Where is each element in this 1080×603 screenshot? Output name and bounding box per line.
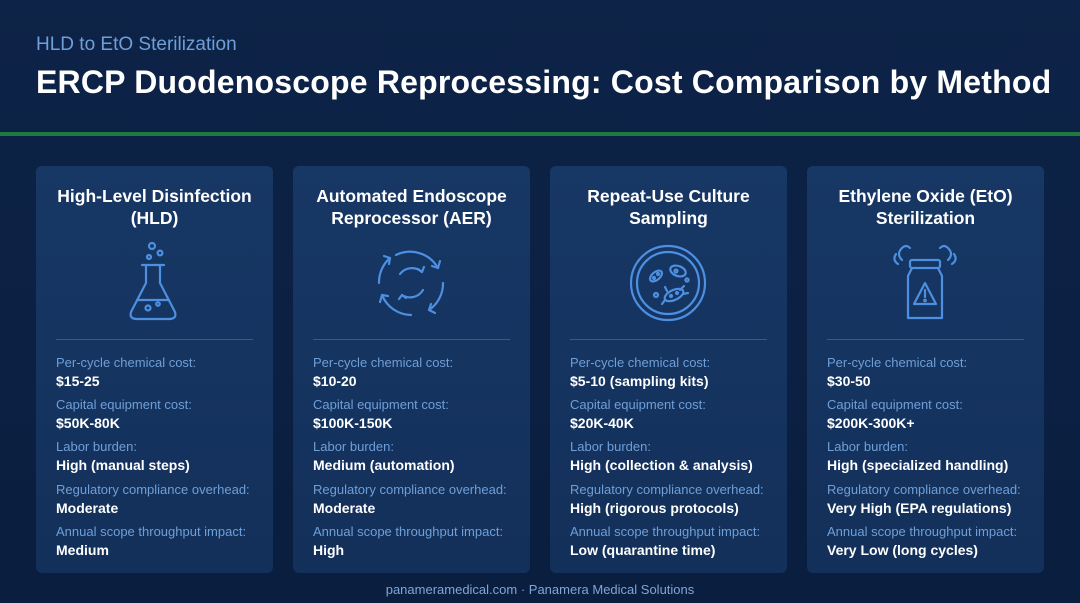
metric-label: Annual scope throughput impact: bbox=[313, 524, 504, 539]
card-separator bbox=[827, 339, 1024, 340]
recycle-cycle-icon bbox=[366, 238, 456, 328]
metric-throughput-impact: Annual scope throughput impact: Medium bbox=[56, 524, 265, 559]
metric-value: High (manual steps) bbox=[56, 457, 190, 473]
metric-value: Medium bbox=[56, 542, 109, 558]
card-separator bbox=[56, 339, 253, 340]
card-separator bbox=[570, 339, 767, 340]
metric-value: Medium (automation) bbox=[313, 457, 455, 473]
card-separator bbox=[313, 339, 510, 340]
footer-credit: panameramedical.com · Panamera Medical S… bbox=[385, 582, 695, 597]
card-title: Automated Endoscope Reprocessor (AER) bbox=[316, 186, 507, 228]
metric-value: High (rigorous protocols) bbox=[570, 500, 739, 516]
metric-label: Labor burden: bbox=[56, 439, 137, 454]
metric-labor-burden: Labor burden: High (collection & analysi… bbox=[570, 439, 779, 474]
metric-labor-burden: Labor burden: High (specialized handling… bbox=[827, 439, 1036, 474]
metric-label: Annual scope throughput impact: bbox=[56, 524, 247, 539]
metric-label: Regulatory compliance overhead: bbox=[570, 482, 764, 497]
metric-value: Very High (EPA regulations) bbox=[827, 500, 1012, 516]
card-eto: Ethylene Oxide (EtO) Sterilization Per-c… bbox=[807, 166, 1044, 573]
metric-value: $50K-80K bbox=[56, 415, 120, 431]
metric-value: Low (quarantine time) bbox=[570, 542, 716, 558]
metric-value: $20K-40K bbox=[570, 415, 634, 431]
metric-value: Moderate bbox=[56, 500, 119, 516]
card-title: Ethylene Oxide (EtO) Sterilization bbox=[838, 186, 1013, 228]
method-cards: High-Level Disinfection (HLD) Per-cycle … bbox=[36, 166, 1044, 574]
metric-capital-cost: Capital equipment cost: $200K-300K+ bbox=[827, 397, 1036, 432]
metric-regulatory-overhead: Regulatory compliance overhead: High (ri… bbox=[570, 482, 779, 517]
metric-label: Capital equipment cost: bbox=[56, 397, 192, 412]
metric-value: $10-20 bbox=[313, 373, 357, 389]
metric-throughput-impact: Annual scope throughput impact: Very Low… bbox=[827, 524, 1036, 559]
metric-value: $200K-300K+ bbox=[827, 415, 915, 431]
metric-value: Moderate bbox=[313, 500, 376, 516]
metric-throughput-impact: Annual scope throughput impact: High bbox=[313, 524, 522, 559]
metric-regulatory-overhead: Regulatory compliance overhead: Moderate bbox=[56, 482, 265, 517]
metric-chemical-cost: Per-cycle chemical cost: $5-10 (sampling… bbox=[570, 355, 779, 390]
metric-regulatory-overhead: Regulatory compliance overhead: Moderate bbox=[313, 482, 522, 517]
metric-label: Regulatory compliance overhead: bbox=[56, 482, 250, 497]
metric-value: Very Low (long cycles) bbox=[827, 542, 978, 558]
metric-label: Labor burden: bbox=[313, 439, 394, 454]
metric-label: Annual scope throughput impact: bbox=[827, 524, 1018, 539]
metric-chemical-cost: Per-cycle chemical cost: $15-25 bbox=[56, 355, 265, 390]
metric-label: Capital equipment cost: bbox=[570, 397, 706, 412]
metric-capital-cost: Capital equipment cost: $20K-40K bbox=[570, 397, 779, 432]
card-culture-sampling: Repeat-Use Culture Sampling Per-cycle ch… bbox=[550, 166, 787, 573]
metric-value: $100K-150K bbox=[313, 415, 393, 431]
flask-icon bbox=[109, 238, 199, 328]
metric-chemical-cost: Per-cycle chemical cost: $30-50 bbox=[827, 355, 1036, 390]
metric-value: $15-25 bbox=[56, 373, 100, 389]
header: HLD to EtO Sterilization ERCP Duodenosco… bbox=[0, 0, 1080, 134]
page-title: ERCP Duodenoscope Reprocessing: Cost Com… bbox=[36, 64, 1052, 100]
metric-label: Per-cycle chemical cost: bbox=[570, 355, 711, 370]
metric-value: High (specialized handling) bbox=[827, 457, 1009, 473]
metric-value: $5-10 (sampling kits) bbox=[570, 373, 709, 389]
metric-regulatory-overhead: Regulatory compliance overhead: Very Hig… bbox=[827, 482, 1036, 517]
card-aer: Automated Endoscope Reprocessor (AER) Pe… bbox=[293, 166, 530, 573]
metric-throughput-impact: Annual scope throughput impact: Low (qua… bbox=[570, 524, 779, 559]
metric-label: Per-cycle chemical cost: bbox=[313, 355, 454, 370]
metric-label: Annual scope throughput impact: bbox=[570, 524, 761, 539]
card-title: High-Level Disinfection (HLD) bbox=[57, 186, 252, 228]
metric-label: Capital equipment cost: bbox=[827, 397, 963, 412]
hazard-canister-icon bbox=[880, 238, 970, 328]
metric-label: Per-cycle chemical cost: bbox=[56, 355, 197, 370]
metric-capital-cost: Capital equipment cost: $100K-150K bbox=[313, 397, 522, 432]
metric-labor-burden: Labor burden: Medium (automation) bbox=[313, 439, 522, 474]
card-title: Repeat-Use Culture Sampling bbox=[587, 186, 750, 228]
metric-value: $30-50 bbox=[827, 373, 871, 389]
page-subtitle: HLD to EtO Sterilization bbox=[36, 34, 237, 55]
metric-label: Regulatory compliance overhead: bbox=[827, 482, 1021, 497]
card-hld: High-Level Disinfection (HLD) Per-cycle … bbox=[36, 166, 273, 573]
metric-capital-cost: Capital equipment cost: $50K-80K bbox=[56, 397, 265, 432]
metric-value: High bbox=[313, 542, 345, 558]
metric-label: Per-cycle chemical cost: bbox=[827, 355, 968, 370]
metric-label: Regulatory compliance overhead: bbox=[313, 482, 507, 497]
metric-label: Labor burden: bbox=[827, 439, 908, 454]
metric-chemical-cost: Per-cycle chemical cost: $10-20 bbox=[313, 355, 522, 390]
header-divider bbox=[0, 132, 1080, 136]
petri-dish-icon bbox=[623, 238, 713, 328]
metric-label: Capital equipment cost: bbox=[313, 397, 449, 412]
metric-label: Labor burden: bbox=[570, 439, 651, 454]
metric-value: High (collection & analysis) bbox=[570, 457, 753, 473]
metric-labor-burden: Labor burden: High (manual steps) bbox=[56, 439, 265, 474]
